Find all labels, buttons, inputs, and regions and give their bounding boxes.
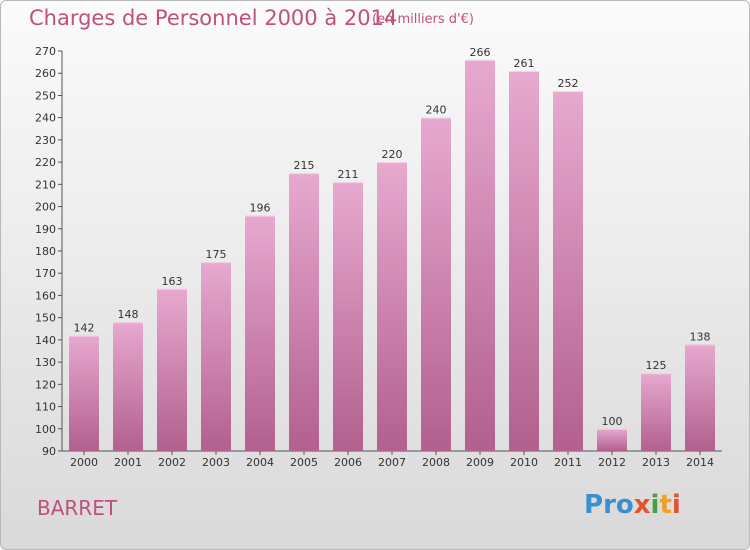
data-label: 138 [690, 330, 711, 343]
bar [465, 59, 495, 452]
y-tick-label: 180 [35, 245, 56, 258]
x-tick-label: 2004 [246, 456, 274, 469]
y-tick-label: 110 [35, 401, 56, 414]
proxiti-logo: Proxiti [584, 490, 681, 520]
x-tick-label: 2014 [686, 456, 714, 469]
x-tick-label: 2000 [70, 456, 98, 469]
x-tick-label: 2005 [290, 456, 318, 469]
x-tick-label: 2010 [510, 456, 538, 469]
logo-letter: i [650, 490, 660, 520]
data-label: 142 [74, 321, 95, 334]
logo-letter: o [615, 490, 634, 520]
chart-labels: 142 2000 148 2001 163 2002 175 2003 196 2004 215 20… [70, 46, 714, 469]
bar [113, 322, 143, 451]
x-tick-label: 2009 [466, 456, 494, 469]
data-label: 100 [602, 415, 623, 428]
y-tick-label: 100 [35, 423, 56, 436]
data-label: 220 [382, 148, 403, 161]
x-tick-label: 2008 [422, 456, 450, 469]
y-tick-label: 140 [35, 334, 56, 347]
bar [245, 215, 275, 451]
y-tick-label: 210 [35, 178, 56, 191]
bar [69, 335, 99, 451]
x-tick-label: 2012 [598, 456, 626, 469]
y-tick-label: 230 [35, 134, 56, 147]
bar [641, 373, 671, 451]
data-label: 240 [426, 104, 447, 117]
y-tick-label: 190 [35, 223, 56, 236]
x-tick-label: 2002 [158, 456, 186, 469]
y-tick-label: 260 [35, 67, 56, 80]
bar [509, 71, 539, 451]
bar [377, 162, 407, 451]
bar [201, 262, 231, 451]
chart-bars [69, 59, 715, 452]
data-label: 196 [250, 201, 271, 214]
logo-letter: x [633, 490, 651, 520]
x-tick-label: 2011 [554, 456, 582, 469]
logo-letter: t [659, 490, 672, 520]
y-tick-label: 240 [35, 112, 56, 125]
x-tick-label: 2013 [642, 456, 670, 469]
bar [289, 173, 319, 451]
data-label: 266 [470, 46, 491, 59]
bar [597, 428, 627, 451]
data-label: 215 [294, 159, 315, 172]
y-tick-label: 170 [35, 267, 56, 280]
data-label: 252 [558, 77, 579, 90]
y-tick-label: 130 [35, 356, 56, 369]
data-label: 211 [338, 168, 359, 181]
x-tick-label: 2003 [202, 456, 230, 469]
data-label: 125 [646, 359, 667, 372]
chart-subtitle: (en milliers d'€) [372, 12, 474, 27]
chart-title: Charges de Personnel 2000 à 2014 [29, 6, 398, 30]
commune-name: BARRET [37, 496, 118, 520]
bar [333, 182, 363, 451]
data-label: 163 [162, 275, 183, 288]
y-tick-label: 160 [35, 289, 56, 302]
y-tick-label: 90 [42, 445, 56, 458]
y-tick-label: 200 [35, 201, 56, 214]
bar [685, 344, 715, 451]
x-tick-label: 2001 [114, 456, 142, 469]
y-tick-label: 220 [35, 156, 56, 169]
logo-letter: r [603, 490, 616, 520]
y-tick-label: 250 [35, 89, 56, 102]
data-label: 148 [118, 308, 139, 321]
x-tick-label: 2007 [378, 456, 406, 469]
bar [421, 117, 451, 452]
logo-letter: P [584, 490, 604, 520]
y-tick-label: 150 [35, 312, 56, 325]
data-label: 175 [206, 248, 227, 261]
y-tick-label: 120 [35, 378, 56, 391]
bar [157, 288, 187, 451]
logo-letter: i [671, 490, 681, 520]
bar [553, 91, 583, 451]
y-tick-label: 270 [35, 45, 56, 58]
chart-axes: 90 100 110 120 130 140 150 160 170 180 190 200 210 22… [35, 45, 722, 458]
x-tick-label: 2006 [334, 456, 362, 469]
data-label: 261 [514, 57, 535, 70]
